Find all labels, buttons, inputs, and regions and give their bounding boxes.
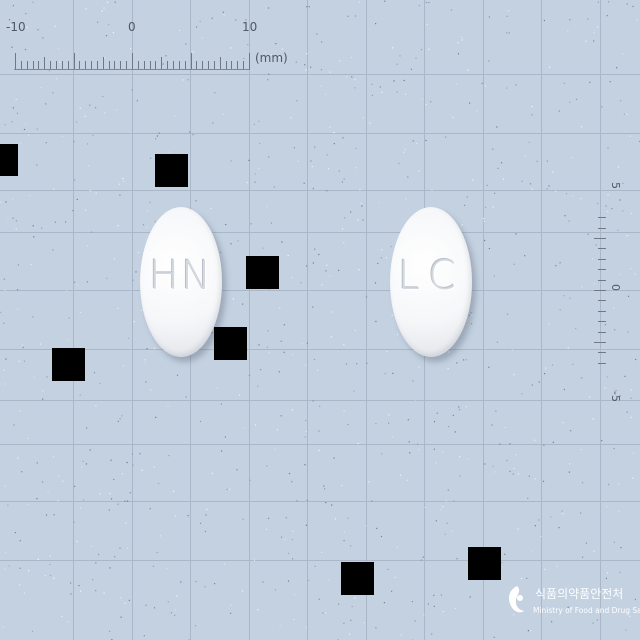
ruler-tick	[237, 61, 239, 69]
grid-line	[0, 501, 640, 502]
logo-subtitle: Ministry of Food and Drug Safety	[533, 606, 640, 615]
ruler-tick	[196, 61, 198, 69]
ruler-tick	[55, 61, 57, 69]
ruler-label-0: 0	[609, 284, 622, 291]
ruler-tick	[114, 61, 116, 69]
ruler-tick	[61, 61, 63, 69]
ruler-tick	[598, 269, 606, 271]
ruler-label-minus-5: -5	[609, 391, 622, 402]
ruler-tick	[15, 53, 16, 69]
ruler-tick	[155, 61, 157, 69]
redaction-block	[246, 256, 279, 289]
ruler-tick	[213, 61, 215, 69]
logo-title: 식품의약품안전처	[535, 587, 624, 601]
ruler-tick	[161, 57, 163, 69]
pill-imprint: LC	[397, 253, 465, 299]
ruler-tick	[598, 279, 606, 281]
grid-line	[483, 0, 484, 640]
ruler-tick	[91, 61, 93, 69]
ruler-tick	[594, 342, 606, 343]
ruler-tick	[132, 53, 133, 69]
ruler-tick	[202, 61, 204, 69]
grid-line	[0, 444, 640, 445]
ruler-tick	[184, 61, 186, 69]
grid-line	[249, 0, 250, 640]
ruler-tick	[598, 248, 606, 250]
ruler-tick	[38, 61, 40, 69]
mfds-emblem-icon	[509, 586, 524, 613]
grid-line	[0, 133, 640, 134]
grid-line	[0, 74, 640, 75]
ruler-tick	[85, 61, 87, 69]
pill-imprint: HN	[149, 253, 213, 299]
grid-line	[73, 0, 74, 640]
redaction-block	[52, 348, 85, 381]
ruler-baseline	[14, 69, 250, 70]
ruler-tick	[20, 61, 22, 69]
grid-line	[0, 400, 640, 401]
grid-line	[0, 560, 640, 561]
ruler-tick	[167, 61, 169, 69]
grid-line	[132, 0, 133, 640]
ruler-tick	[231, 61, 233, 69]
ruler-tick	[143, 61, 145, 69]
ruler-tick	[32, 61, 34, 69]
grid-line	[0, 190, 640, 191]
ruler-unit: (mm)	[255, 51, 288, 65]
ruler-tick	[249, 53, 250, 69]
ruler-label-5: 5	[609, 182, 622, 189]
grid-line	[0, 232, 640, 233]
ruler-tick	[598, 352, 606, 354]
pill-hn: HN	[140, 207, 222, 357]
grid-line	[307, 0, 308, 640]
grid-line	[0, 290, 640, 291]
ruler-tick	[243, 61, 245, 69]
ruler-tick	[598, 331, 606, 333]
ruler-tick	[79, 61, 81, 69]
ruler-tick	[598, 227, 606, 229]
ruler-tick	[598, 310, 606, 312]
ruler-tick	[108, 61, 110, 69]
redaction-block	[214, 327, 247, 360]
ruler-tick	[102, 57, 104, 69]
ruler-tick	[120, 61, 122, 69]
pill-lc: LC	[390, 207, 472, 357]
grid-line	[600, 0, 601, 640]
ruler-tick	[126, 61, 128, 69]
ruler-tick	[594, 238, 606, 239]
ruler-tick	[96, 61, 98, 69]
grid-line	[541, 0, 542, 640]
ruler-tick	[225, 61, 227, 69]
redaction-block	[155, 154, 188, 187]
ruler-tick	[598, 321, 606, 323]
grid-line	[0, 349, 640, 350]
ruler-label-0: 0	[128, 20, 136, 34]
ruler-tick	[67, 61, 69, 69]
ruler-tick	[598, 362, 606, 364]
ruler-tick	[190, 53, 192, 69]
ruler-tick	[44, 57, 46, 69]
ruler-tick	[50, 61, 52, 69]
mfds-logo: 식품의약품안전처 Ministry of Food and Drug Safet…	[505, 582, 640, 622]
ruler-tick	[149, 61, 151, 69]
redaction-block	[468, 547, 501, 580]
ruler-tick	[26, 61, 28, 69]
grid-line	[366, 0, 367, 640]
ruler-tick	[172, 61, 174, 69]
ruler-tick	[598, 217, 606, 219]
redaction-block	[341, 562, 374, 595]
ruler-label-10: 10	[242, 20, 258, 34]
ruler-tick	[219, 57, 221, 69]
ruler-tick	[208, 61, 210, 69]
redaction-block	[0, 144, 18, 176]
ruler-tick	[137, 61, 139, 69]
ruler-tick	[73, 53, 75, 69]
ruler-label-minus-10: -10	[6, 20, 26, 34]
ruler-tick	[598, 258, 606, 260]
ruler-tick	[594, 290, 606, 291]
ruler-tick	[598, 300, 606, 302]
ruler-tick	[178, 61, 180, 69]
